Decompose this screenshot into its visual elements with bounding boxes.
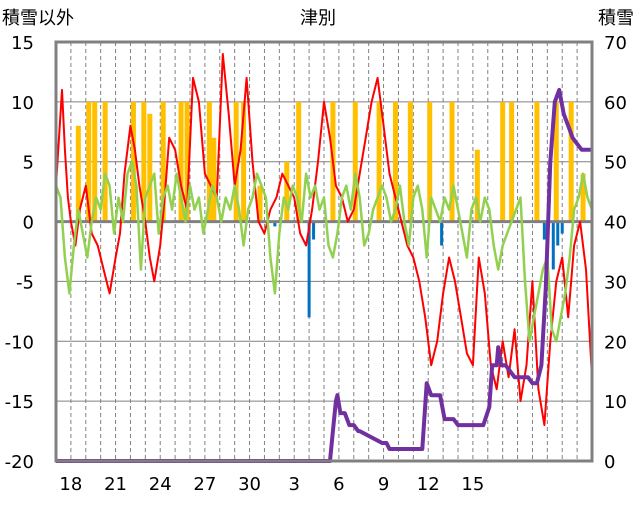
left-tick-label: -20 [5,452,34,473]
sunshine-bar [102,101,108,222]
bar-series [75,101,586,318]
sunshine-bar [211,137,217,222]
left-tick-label: -10 [5,332,34,353]
sunshine-bar [141,101,147,222]
sunshine-bar [92,101,98,222]
line-series [54,53,594,463]
right-tick-label: 40 [604,213,627,234]
sunshine-bar [580,173,586,222]
right-tick-label: 70 [604,33,627,54]
sunshine-bar [160,101,166,222]
x-tick-label: 27 [193,474,216,495]
sunshine-bar [352,101,358,222]
sunshine-bar [178,101,184,222]
sunshine-bar [241,101,247,222]
sunshine-bar [75,125,81,222]
x-tick-label: 18 [59,474,82,495]
left-tick-label: 5 [23,153,34,174]
precip-bar [556,221,560,246]
sunshine-bar [392,101,398,222]
left-axis-title: 積雪以外 [2,8,74,29]
right-tick-label: 0 [604,452,615,473]
right-tick-label: 10 [604,392,627,413]
series-line-snow [56,87,593,463]
sunshine-bar [553,101,559,222]
sunshine-bar [86,101,92,222]
precip-bar [542,221,546,240]
precip-bar [273,221,277,227]
series-line-temp-max [55,53,593,427]
sunshine-bar [130,101,136,222]
precip-bar [312,221,316,240]
x-tick-label: 15 [461,474,484,495]
precip-bar [551,221,555,270]
sunshine-bar [284,161,290,222]
sunshine-bar [449,101,455,222]
sunshine-bar [184,101,190,222]
sunshine-bar [257,185,263,222]
sunshine-bar [427,101,433,222]
precip-bar [440,221,444,246]
sunshine-bar [500,101,506,222]
sunshine-bar [407,101,413,222]
series-line-temp-diff [54,160,594,343]
chart-title: 津別 [300,8,336,29]
sunshine-bar [147,113,153,222]
sunshine-bar [568,101,574,222]
sunshine-bar [233,101,239,222]
x-tick-label: 21 [104,474,127,495]
x-tick-label: 6 [333,474,344,495]
right-tick-label: 50 [604,153,627,174]
right-tick-label: 30 [604,272,627,293]
x-tick-label: 30 [238,474,261,495]
left-tick-label: -15 [5,392,34,413]
x-tick-label: 24 [149,474,172,495]
sunshine-bar [296,101,302,222]
right-tick-label: 20 [604,332,627,353]
plot-frame [54,40,594,463]
right-tick-label: 60 [604,93,627,114]
sunshine-bar [534,101,540,222]
sunshine-bar [376,101,382,222]
x-tick-label: 12 [417,474,440,495]
precip-bar [560,221,564,234]
right-axis-title: 積雪 [598,8,634,29]
sunshine-bar [474,149,480,222]
x-tick-label: 9 [378,474,389,495]
left-tick-label: 10 [11,93,34,114]
x-tick-label: 3 [288,474,299,495]
left-tick-label: 0 [23,213,34,234]
left-tick-label: -5 [16,272,34,293]
precip-bar [307,221,311,318]
left-tick-label: 15 [11,33,34,54]
sunshine-bar [206,101,212,222]
sunshine-bar [509,101,515,222]
